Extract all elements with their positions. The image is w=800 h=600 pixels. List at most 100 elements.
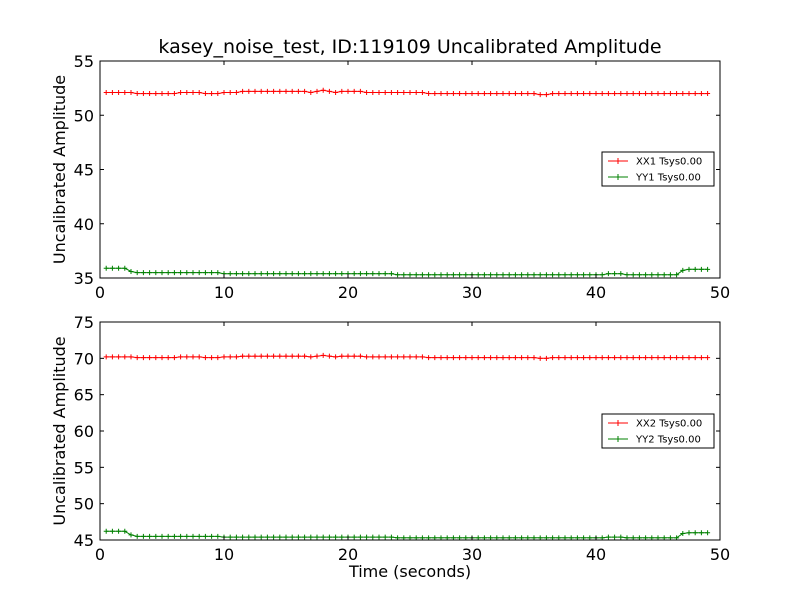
data-point — [320, 352, 326, 358]
data-point — [531, 91, 537, 97]
data-point — [109, 89, 115, 95]
legend: XX2 Tsys0.00 YY2 Tsys0.00 — [601, 413, 715, 449]
data-point — [667, 355, 673, 361]
legend-label: XX1 Tsys0.00 — [636, 157, 702, 168]
data-point — [512, 535, 518, 541]
data-point — [357, 271, 363, 277]
data-point — [463, 535, 469, 541]
data-point — [388, 89, 394, 95]
data-point — [488, 91, 494, 97]
data-point — [438, 91, 444, 97]
data-point — [116, 265, 122, 271]
data-point — [308, 89, 314, 95]
data-point — [128, 532, 134, 538]
data-point — [413, 535, 419, 541]
data-point — [550, 272, 556, 278]
data-point — [413, 354, 419, 360]
data-point — [333, 534, 339, 540]
data-point — [432, 535, 438, 541]
data-point — [407, 272, 413, 278]
data-point — [351, 353, 357, 359]
data-point — [581, 535, 587, 541]
y-tick-label: 50 — [74, 106, 94, 125]
x-tick-label: 0 — [95, 545, 105, 564]
data-point — [258, 271, 264, 277]
data-point — [624, 355, 630, 361]
data-point — [240, 88, 246, 94]
data-point — [667, 91, 673, 97]
data-point — [556, 355, 562, 361]
data-point — [692, 266, 698, 272]
data-point — [258, 88, 264, 94]
data-point — [271, 271, 277, 277]
data-point — [103, 528, 109, 534]
x-tick-label: 40 — [586, 545, 606, 564]
data-point — [227, 271, 233, 277]
data-point — [407, 89, 413, 95]
data-point — [171, 355, 177, 361]
data-point — [705, 355, 711, 361]
data-point — [314, 88, 320, 94]
data-point — [481, 272, 487, 278]
data-point — [667, 272, 673, 278]
data-point — [326, 534, 332, 540]
data-point — [252, 353, 258, 359]
data-point — [655, 355, 661, 361]
data-point — [122, 354, 128, 360]
data-point — [345, 88, 351, 94]
data-point — [624, 91, 630, 97]
data-point — [488, 535, 494, 541]
data-point — [630, 355, 636, 361]
data-point — [171, 91, 177, 97]
y-tick-label: 55 — [74, 52, 94, 71]
data-point — [426, 355, 432, 361]
data-point — [444, 535, 450, 541]
data-point — [134, 270, 140, 276]
data-point — [233, 89, 239, 95]
data-point — [221, 89, 227, 95]
data-point — [698, 91, 704, 97]
data-point — [215, 270, 221, 276]
data-point — [643, 355, 649, 361]
data-point — [401, 272, 407, 278]
data-point — [661, 272, 667, 278]
data-point — [655, 272, 661, 278]
data-point — [209, 270, 215, 276]
data-point — [264, 88, 270, 94]
y-tick-label: 75 — [74, 313, 94, 332]
data-point — [630, 272, 636, 278]
data-point — [264, 534, 270, 540]
data-point — [506, 355, 512, 361]
data-point — [128, 268, 134, 274]
data-point — [103, 89, 109, 95]
data-point — [339, 88, 345, 94]
data-point — [630, 91, 636, 97]
data-point — [581, 355, 587, 361]
data-point — [649, 535, 655, 541]
data-point — [246, 353, 252, 359]
y-axis-label: Uncalibrated Amplitude — [50, 336, 69, 525]
data-point — [605, 534, 611, 540]
data-point — [295, 271, 301, 277]
data-point — [178, 533, 184, 539]
data-point — [531, 272, 537, 278]
data-point — [494, 91, 500, 97]
data-point — [289, 88, 295, 94]
data-point — [612, 91, 618, 97]
y-tick-label: 50 — [74, 495, 94, 514]
data-point — [525, 355, 531, 361]
data-point — [562, 535, 568, 541]
data-point — [556, 91, 562, 97]
data-point — [370, 271, 376, 277]
data-point — [488, 272, 494, 278]
data-point — [320, 534, 326, 540]
data-point — [469, 355, 475, 361]
data-point — [308, 534, 314, 540]
data-point — [184, 354, 190, 360]
data-point — [370, 354, 376, 360]
data-point — [153, 355, 159, 361]
data-point — [302, 353, 308, 359]
data-point — [593, 355, 599, 361]
data-point — [581, 91, 587, 97]
data-point — [556, 272, 562, 278]
